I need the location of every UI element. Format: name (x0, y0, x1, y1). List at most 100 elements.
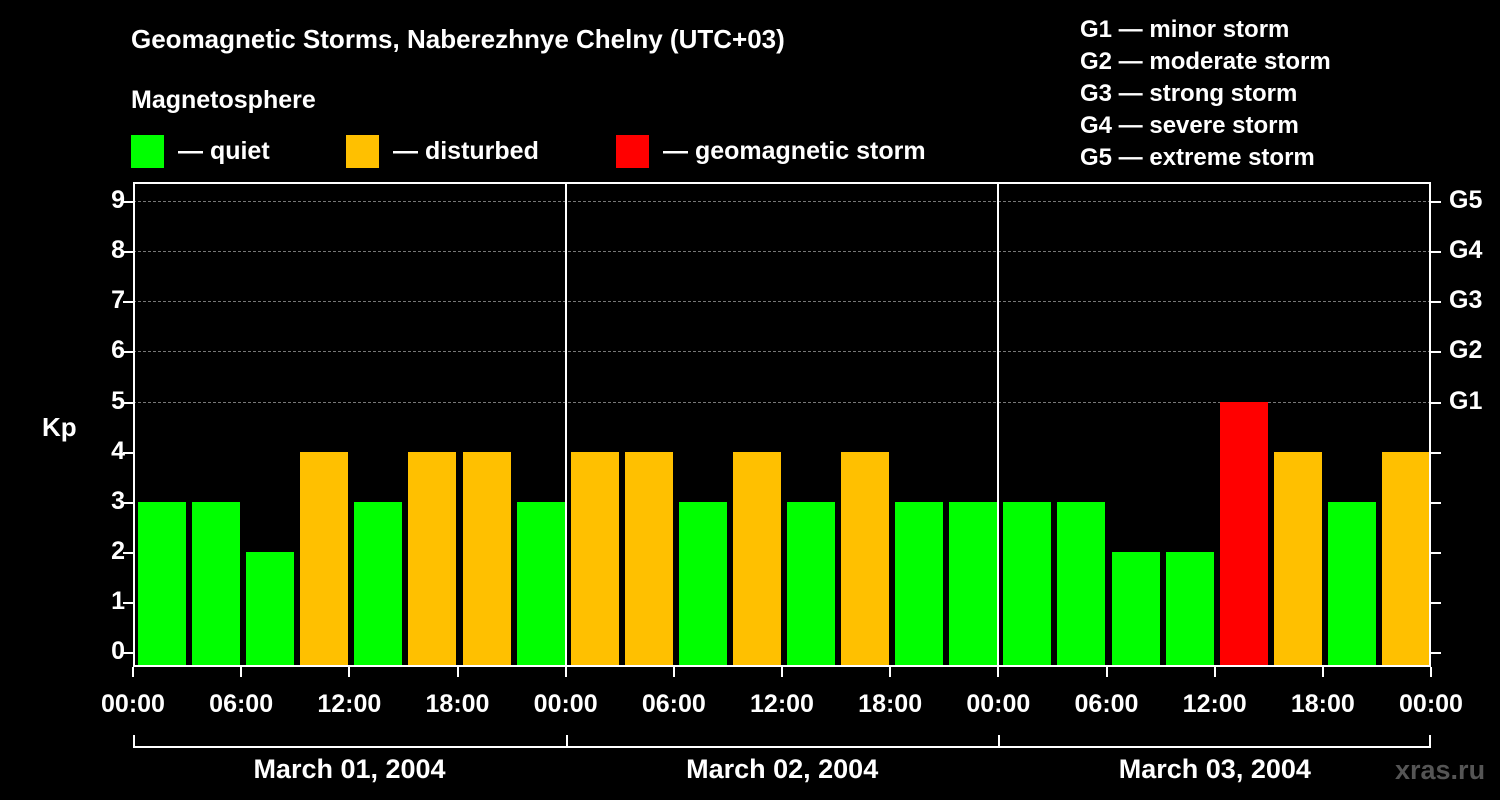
y-tick-right (1431, 201, 1441, 204)
y-tick (123, 601, 133, 604)
legend-title: Magnetosphere (131, 86, 316, 114)
x-tick (997, 667, 1000, 677)
day-bracket-tick (565, 735, 568, 748)
y-tick-label: 6 (111, 336, 125, 365)
kp-bar (192, 501, 241, 667)
y-tick-right (1431, 451, 1441, 454)
y-tick (123, 351, 133, 354)
x-tick (672, 667, 675, 677)
kp-bar (1111, 551, 1160, 667)
scale-g4: G4 — severe storm (1080, 112, 1299, 139)
gridline (133, 301, 1431, 303)
kp-bar (678, 501, 727, 667)
watermark: xras.ru (1395, 755, 1486, 785)
storm-swatch (616, 134, 649, 168)
x-tick-label: 06:00 (1074, 690, 1139, 718)
day-bracket (998, 746, 1431, 748)
scale-g3: G3 — strong storm (1080, 80, 1298, 107)
g-scale-label: G3 (1449, 286, 1483, 315)
y-tick-label: 5 (111, 386, 125, 415)
scale-g5: G5 — extreme storm (1080, 144, 1315, 171)
y-tick-label: 4 (111, 436, 125, 465)
day-label: March 01, 2004 (253, 754, 446, 784)
x-tick-label: 00:00 (966, 690, 1031, 718)
kp-bar (300, 451, 349, 667)
kp-bar (895, 501, 944, 667)
y-tick-label: 0 (111, 637, 125, 665)
kp-bar (624, 451, 673, 667)
kp-bar (462, 451, 511, 667)
quiet-swatch (131, 134, 164, 168)
scale-g2: G2 — moderate storm (1080, 48, 1331, 75)
y-tick (123, 201, 133, 204)
day-separator (564, 182, 567, 667)
y-tick-right (1431, 251, 1441, 254)
x-tick (456, 667, 459, 677)
y-tick-label: 7 (111, 286, 125, 315)
x-tick (1430, 667, 1432, 677)
kp-bar (1273, 451, 1322, 667)
x-tick-label: 12:00 (1182, 690, 1247, 718)
x-tick (1321, 667, 1324, 677)
day-bracket (565, 746, 999, 748)
y-tick-label: 1 (111, 586, 125, 615)
gridline (133, 401, 1431, 403)
plot-area (133, 182, 1431, 667)
storm-scale-list: G1 — minor storm G2 — moderate storm G3 … (1080, 14, 1331, 174)
y-tick (123, 401, 133, 404)
legend-item-storm: — geomagnetic storm (616, 134, 926, 168)
x-tick-label: 06:00 (641, 690, 706, 718)
y-tick-label: 2 (111, 536, 125, 565)
x-tick-label: 12:00 (317, 690, 382, 718)
kp-bar (732, 451, 781, 667)
scale-g1: G1 — minor storm (1080, 16, 1290, 43)
y-tick-label: 3 (111, 486, 125, 515)
kp-bar (1003, 501, 1052, 667)
kp-bar (1327, 501, 1376, 667)
y-tick (123, 551, 133, 554)
legend-item-disturbed: — disturbed (346, 134, 539, 168)
day-label: March 02, 2004 (686, 754, 879, 784)
x-tick-label: 18:00 (1290, 690, 1355, 718)
gridline (133, 201, 1431, 203)
x-tick (1105, 667, 1108, 677)
y-tick (123, 251, 133, 254)
kp-bar (246, 551, 295, 667)
legend-item-quiet: — quiet (131, 134, 270, 168)
y-tick-label: 9 (111, 186, 125, 215)
y-tick-right (1431, 351, 1441, 354)
gridline (133, 251, 1431, 253)
kp-bar (516, 501, 565, 667)
kp-bar (408, 451, 457, 667)
y-tick-right (1431, 551, 1441, 554)
kp-bar (354, 501, 403, 667)
day-bracket (133, 746, 566, 748)
x-tick-label: 12:00 (750, 690, 814, 718)
y-tick (123, 501, 133, 504)
x-tick (132, 667, 134, 677)
y-tick-right (1431, 401, 1441, 404)
day-bracket-tick (998, 735, 1001, 748)
x-tick (564, 667, 567, 677)
y-tick (123, 451, 133, 454)
y-tick-right (1431, 652, 1441, 654)
g-scale-label: G5 (1449, 186, 1483, 215)
y-tick-right (1431, 501, 1441, 504)
legend-label-storm: — geomagnetic storm (663, 136, 926, 165)
y-tick-label: 8 (111, 236, 125, 265)
day-bracket-tick (1429, 735, 1431, 748)
day-bracket-tick (133, 735, 135, 748)
x-tick-label: 00:00 (1399, 690, 1463, 718)
x-tick (348, 667, 351, 677)
x-tick-label: 18:00 (425, 690, 490, 718)
chart-title: Geomagnetic Storms, Naberezhnye Chelny (… (131, 24, 785, 54)
kp-bar (138, 501, 187, 667)
kp-bar (1165, 551, 1214, 667)
day-separator (997, 182, 1000, 667)
x-tick-label: 00:00 (533, 690, 598, 718)
y-axis-label: Kp (42, 412, 77, 442)
x-tick (1213, 667, 1216, 677)
kp-bar (787, 501, 836, 667)
day-label: March 03, 2004 (1118, 754, 1311, 784)
kp-bar (949, 501, 998, 667)
